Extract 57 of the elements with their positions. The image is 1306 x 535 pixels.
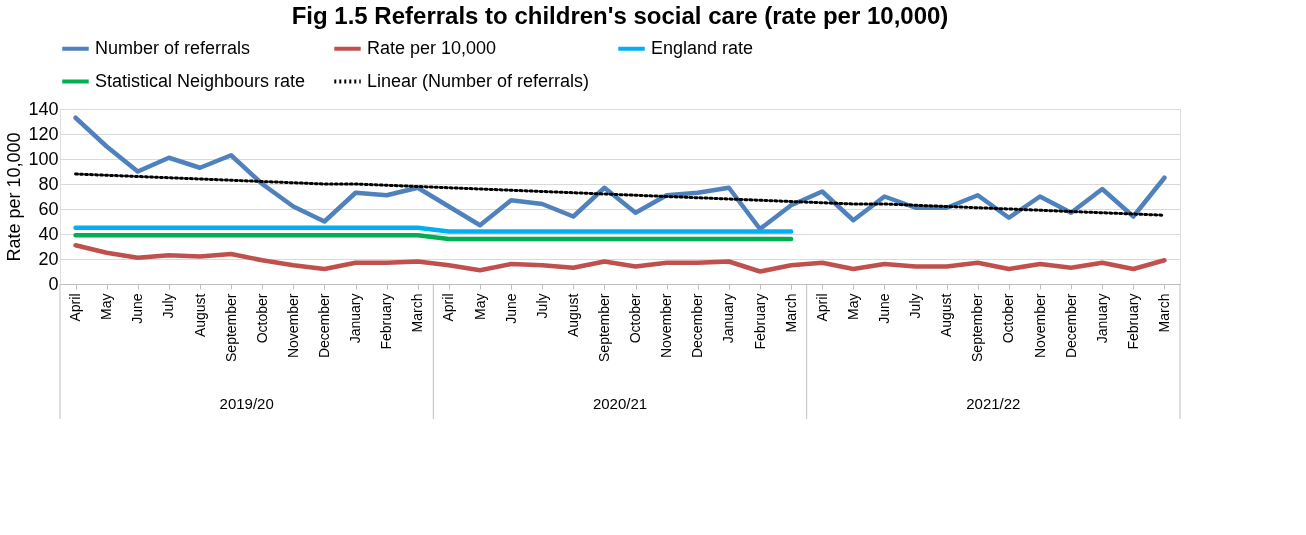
x-tick-label: December	[1062, 293, 1079, 359]
x-tick-label: August	[564, 293, 581, 338]
line-series	[73, 115, 1167, 232]
x-tick-label: February	[751, 293, 768, 350]
y-axis-title: Rate per 10,000	[4, 132, 25, 262]
x-tick-label: October	[1000, 293, 1017, 344]
x-tick-label: May	[98, 293, 115, 320]
text: 2020/21	[592, 395, 648, 412]
x-tick-label: June	[875, 293, 892, 324]
text: 2019/20	[219, 395, 274, 412]
x-tick-label: June	[129, 293, 146, 324]
x-tick-label: September	[969, 293, 986, 362]
y-tick-label: 40	[38, 223, 59, 244]
x-tick-label: September	[222, 293, 239, 362]
x-tick-label: May	[471, 293, 488, 320]
x-tick-label: August	[191, 293, 208, 338]
y-tick-label: 80	[38, 173, 59, 194]
y-tick-label: 0	[48, 273, 59, 294]
x-tick-label: June	[502, 293, 519, 324]
legend-label: Linear (Number of referrals)	[367, 70, 590, 91]
x-tick-label: April	[67, 293, 84, 322]
line-series	[73, 243, 1167, 274]
legend-label: England rate	[651, 37, 754, 58]
x-tick-label: October	[627, 293, 644, 344]
x-tick-label: February	[378, 293, 395, 350]
x-tick-label: November	[284, 293, 301, 359]
x-tick-label: January	[347, 293, 364, 344]
x-tick-label: July	[533, 293, 550, 319]
legend-label: Statistical Neighbours rate	[95, 70, 306, 91]
y-tick-label: 140	[28, 98, 59, 119]
x-tick-label: March	[782, 293, 799, 333]
x-tick-label: October	[253, 293, 270, 344]
x-tick-label: November	[1031, 293, 1048, 359]
chart-title: Fig 1.5 Referrals to children's social care (rate per 10,000)	[291, 2, 949, 29]
x-tick-label: December	[689, 293, 706, 359]
x-tick-label: July	[160, 293, 177, 319]
x-tick-label: September	[595, 293, 612, 362]
x-tick-label: April	[440, 293, 457, 322]
x-tick-label: January	[1093, 293, 1110, 344]
x-tick-label: December	[315, 293, 332, 359]
legend-label: Rate per 10,000	[367, 37, 497, 58]
x-tick-label: May	[844, 293, 861, 320]
x-tick-label: April	[813, 293, 830, 322]
x-tick-label: August	[938, 293, 955, 338]
y-tick-label: 60	[38, 198, 59, 219]
x-tick-label: November	[658, 293, 675, 359]
legend-label: Number of referrals	[95, 37, 251, 58]
x-tick-label: January	[720, 293, 737, 344]
line-series	[74, 172, 1166, 217]
x-tick-label: March	[1155, 293, 1172, 333]
y-tick-label: 20	[38, 248, 59, 269]
text: 2021/22	[966, 395, 1021, 412]
x-tick-label: February	[1124, 293, 1141, 350]
x-tick-label: March	[409, 293, 426, 333]
x-tick-label: July	[907, 293, 924, 319]
y-tick-label: 120	[28, 123, 59, 144]
y-tick-label: 100	[28, 148, 59, 169]
